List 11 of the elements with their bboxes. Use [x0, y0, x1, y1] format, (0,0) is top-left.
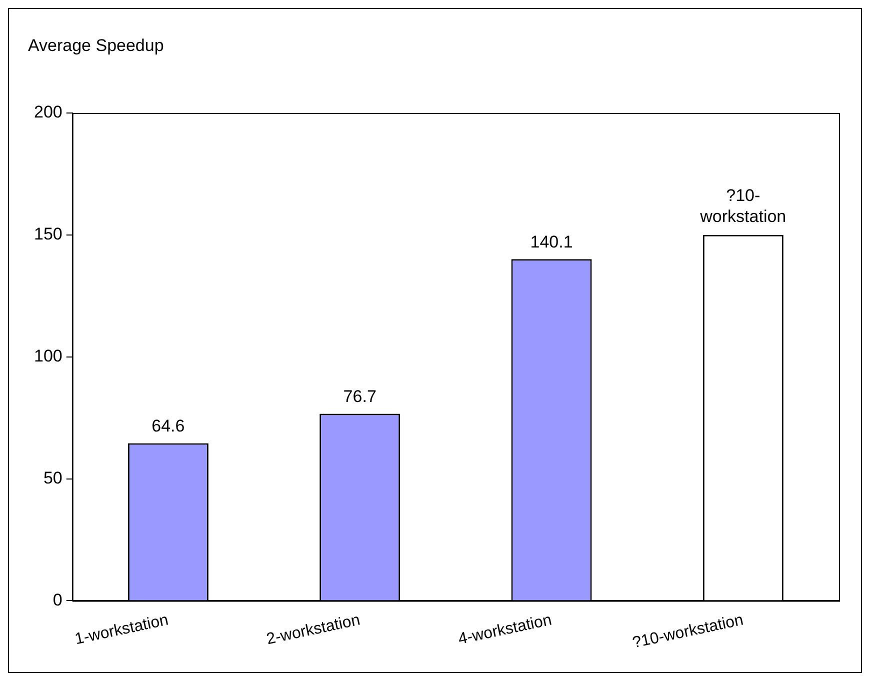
data-label: 76.7 — [343, 386, 376, 406]
data-label: 64.6 — [152, 416, 185, 436]
annotation: ?10-workstation — [699, 184, 788, 227]
data-label: 140.1 — [530, 232, 573, 252]
y-axis-title: Average Speedup — [28, 36, 164, 56]
y-tick-label: 200 — [34, 102, 62, 122]
y-tick-label: 0 — [52, 590, 62, 610]
x-tick-label: 4-workstation — [456, 612, 554, 648]
y-tick-label: 50 — [43, 468, 62, 488]
y-tick-label: 100 — [34, 346, 62, 366]
y-tick-label: 150 — [34, 224, 62, 244]
